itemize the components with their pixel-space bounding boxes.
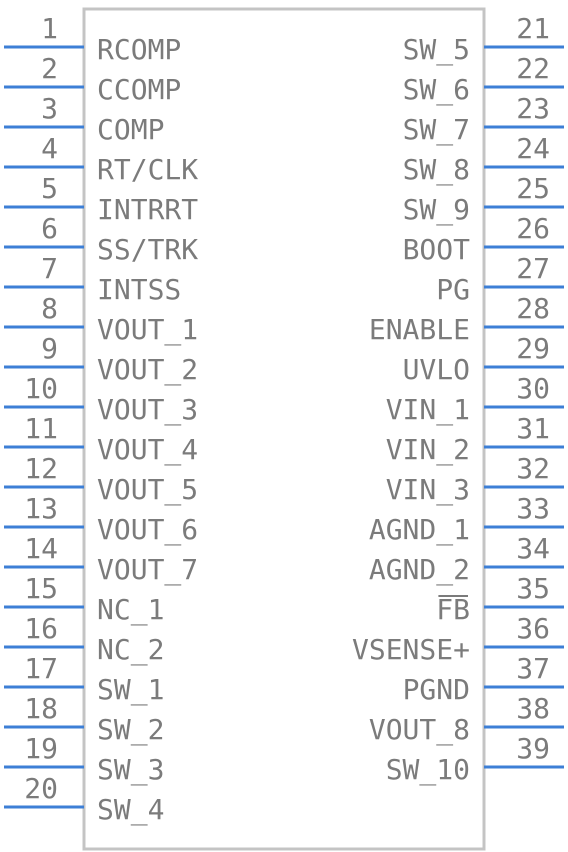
pin-14-name: VOUT_7 — [97, 553, 198, 587]
pin-33-name: AGND_1 — [369, 513, 470, 547]
pin-17-number: 17 — [24, 652, 58, 685]
pin-31-number: 31 — [516, 412, 550, 445]
pin-23-name: SW_7 — [403, 113, 470, 147]
pin-27-name: PG — [436, 273, 470, 306]
pin-22-name: SW_6 — [403, 73, 470, 107]
pin-24-number: 24 — [516, 132, 550, 165]
pin-16-name: NC_2 — [97, 633, 164, 667]
pin-20-number: 20 — [24, 772, 58, 805]
pin-10-number: 10 — [24, 372, 58, 405]
pin-7-name: INTSS — [97, 273, 181, 306]
pin-26-name: BOOT — [403, 233, 471, 266]
component-body — [82, 7, 486, 851]
pin-2-number: 2 — [41, 52, 58, 85]
pin-27-number: 27 — [516, 252, 550, 285]
pin-13-number: 13 — [24, 492, 58, 525]
pin-37-name: PGND — [403, 673, 470, 706]
pin-1-number: 1 — [41, 12, 58, 45]
pin-35-name: FB — [436, 593, 470, 626]
pin-37-number: 37 — [516, 652, 550, 685]
pin-4-name: RT/CLK — [97, 153, 198, 186]
pin-8-number: 8 — [41, 292, 58, 325]
pin-24-name: SW_8 — [403, 153, 470, 187]
pin-8-name: VOUT_1 — [97, 313, 198, 347]
pin-30-number: 30 — [516, 372, 550, 405]
pin-3-name: COMP — [97, 113, 164, 146]
pin-5-name: INTRRT — [97, 193, 198, 226]
pin-9-number: 9 — [41, 332, 58, 365]
pin-6-name: SS/TRK — [97, 233, 198, 266]
pin-19-number: 19 — [24, 732, 58, 765]
pin-15-number: 15 — [24, 572, 58, 605]
pin-18-name: SW_2 — [97, 713, 164, 747]
pin-38-number: 38 — [516, 692, 550, 725]
pin-11-number: 11 — [24, 412, 58, 445]
pin-26-number: 26 — [516, 212, 550, 245]
pin-32-name: VIN_3 — [386, 473, 470, 507]
pin-36-number: 36 — [516, 612, 550, 645]
pin-12-number: 12 — [24, 452, 58, 485]
pin-11-name: VOUT_4 — [97, 433, 198, 467]
pin-6-number: 6 — [41, 212, 58, 245]
pin-3-number: 3 — [41, 92, 58, 125]
pin-23-number: 23 — [516, 92, 550, 125]
pin-33-number: 33 — [516, 492, 550, 525]
pin-5-number: 5 — [41, 172, 58, 205]
pin-10-name: VOUT_3 — [97, 393, 198, 427]
pin-35-number: 35 — [516, 572, 550, 605]
pin-39-number: 39 — [516, 732, 550, 765]
pin-21-number: 21 — [516, 12, 550, 45]
pin-17-name: SW_1 — [97, 673, 164, 707]
pin-34-number: 34 — [516, 532, 550, 565]
pin-34-name: AGND_2 — [369, 553, 470, 587]
pin-31-name: VIN_2 — [386, 433, 470, 467]
pin-39-name: SW_10 — [386, 753, 470, 787]
pin-30-name: VIN_1 — [386, 393, 470, 427]
pin-9-name: VOUT_2 — [97, 353, 198, 387]
pin-21-name: SW_5 — [403, 33, 470, 67]
pin-25-name: SW_9 — [403, 193, 470, 227]
right-pin-group: 21 SW_5 22 SW_6 23 SW_7 24 SW_8 25 SW_9 26 BOOT 27 PG… — [352, 12, 564, 787]
pin-29-number: 29 — [516, 332, 550, 365]
pin-14-number: 14 — [24, 532, 58, 565]
pin-7-number: 7 — [41, 252, 58, 285]
pin-2-name: CCOMP — [97, 73, 181, 106]
pin-22-number: 22 — [516, 52, 550, 85]
pin-13-name: VOUT_6 — [97, 513, 198, 547]
pin-38-name: VOUT_8 — [369, 713, 470, 747]
pin-12-name: VOUT_5 — [97, 473, 198, 507]
pin-19-name: SW_3 — [97, 753, 164, 787]
pin-18-number: 18 — [24, 692, 58, 725]
pin-36-name: VSENSE+ — [352, 633, 470, 666]
pin-28-number: 28 — [516, 292, 550, 325]
pin-15-name: NC_1 — [97, 593, 164, 627]
pin-32-number: 32 — [516, 452, 550, 485]
pin-28-name: ENABLE — [369, 313, 470, 346]
pin-29-name: UVLO — [403, 353, 470, 386]
pin-1-name: RCOMP — [97, 33, 181, 66]
pin-20-name: SW_4 — [97, 793, 164, 827]
pin-25-number: 25 — [516, 172, 550, 205]
pin-4-number: 4 — [41, 132, 58, 165]
pin-16-number: 16 — [24, 612, 58, 645]
left-pin-group: 1 RCOMP 2 CCOMP 3 COMP 4 RT/CLK 5 INTRRT 6 SS/TRK 7 I… — [4, 12, 198, 827]
